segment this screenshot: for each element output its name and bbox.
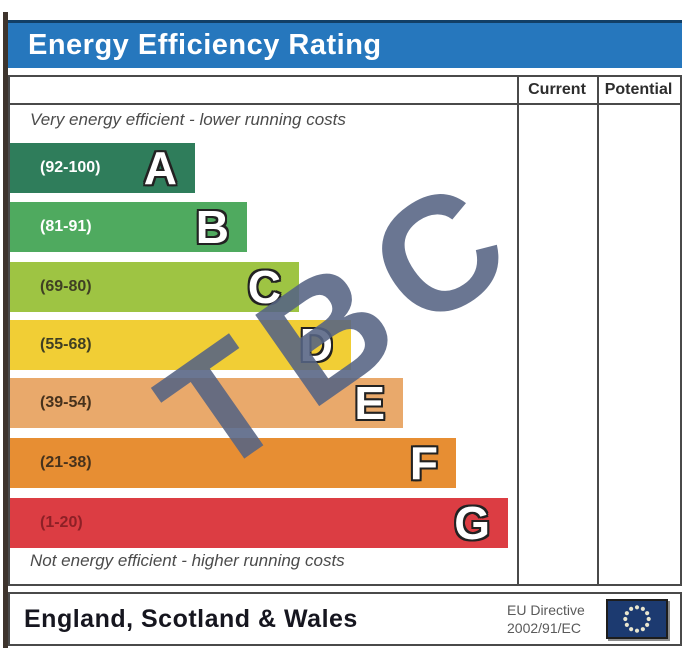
footer-bar: England, Scotland & Wales EU Directive 2… xyxy=(8,592,682,646)
eu-directive-label: EU Directive 2002/91/EC xyxy=(507,602,607,637)
band-e: (39-54) E xyxy=(10,378,403,428)
band-b: (81-91) B xyxy=(10,202,247,252)
page-title: Energy Efficiency Rating xyxy=(28,29,382,61)
band-b-range: (81-91) xyxy=(40,218,92,235)
region-label: England, Scotland & Wales xyxy=(24,604,358,633)
scan-edge-line xyxy=(3,12,8,648)
band-f: (21-38) F xyxy=(10,438,456,488)
top-note: Very energy efficient - lower running co… xyxy=(30,110,346,129)
rating-chart: Current Potential Very energy efficient … xyxy=(8,75,682,586)
band-e-letter: E xyxy=(354,377,385,429)
band-d-letter: D xyxy=(299,319,333,371)
eu-directive-line2: 2002/91/EC xyxy=(507,619,581,636)
band-f-letter: F xyxy=(409,437,438,489)
potential-column-divider xyxy=(597,77,599,584)
band-e-range: (39-54) xyxy=(40,394,92,411)
band-g: (1-20) G xyxy=(10,498,508,548)
eu-flag-icon xyxy=(606,599,668,639)
potential-column-header: Potential xyxy=(604,81,673,98)
band-a-range: (92-100) xyxy=(40,159,101,176)
band-a: (92-100) A xyxy=(10,143,195,193)
title-bar: Energy Efficiency Rating xyxy=(8,20,682,68)
band-c: (69-80) C xyxy=(10,262,299,312)
band-d-range: (55-68) xyxy=(40,336,92,353)
bottom-note: Not energy efficient - higher running co… xyxy=(30,551,345,570)
band-g-range: (1-20) xyxy=(40,514,83,531)
band-g-letter: G xyxy=(454,497,490,549)
eu-directive-line1: EU Directive xyxy=(507,602,585,618)
band-a-letter: A xyxy=(143,142,177,194)
band-f-range: (21-38) xyxy=(40,454,92,471)
band-c-range: (69-80) xyxy=(40,278,92,295)
band-d: (55-68) D xyxy=(10,320,351,370)
header-separator-line xyxy=(10,103,680,105)
current-column-divider xyxy=(517,77,519,584)
band-c-letter: C xyxy=(247,261,281,313)
band-b-letter: B xyxy=(195,201,229,253)
current-column-header: Current xyxy=(528,81,586,98)
